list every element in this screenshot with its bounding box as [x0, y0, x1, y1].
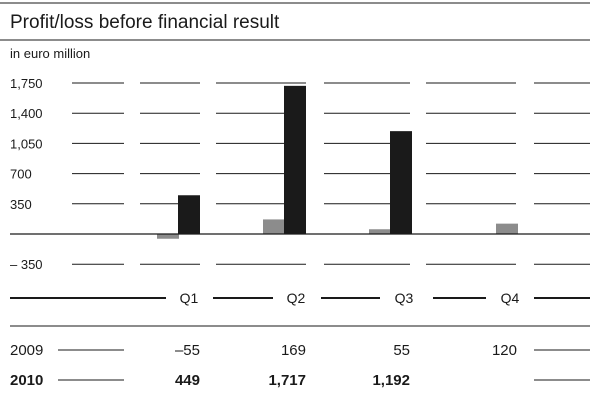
table-row-label: 2010	[10, 372, 43, 389]
data-label: 55	[393, 342, 410, 359]
bar-2009-q2	[263, 219, 285, 234]
category-label-q4: Q4	[501, 290, 520, 306]
data-label: 449	[175, 372, 200, 389]
y-tick-label: 350	[10, 197, 32, 212]
y-tick-label: 1,750	[10, 76, 43, 91]
bars	[157, 85, 518, 239]
bar-2009-q1	[157, 234, 179, 239]
bar-2010-q1	[178, 195, 200, 234]
data-label: 1,717	[268, 372, 306, 389]
data-table: 2009 –55 169 55 120 2010 449 1,717 1,192	[10, 342, 590, 389]
bar-2010-q2	[284, 85, 306, 234]
bar-2010-q3	[390, 131, 412, 234]
category-label-q2: Q2	[287, 290, 306, 306]
unit-label: in euro million	[10, 46, 90, 61]
y-tick-label: – 350	[10, 257, 43, 272]
data-label: –55	[175, 342, 200, 359]
y-tick-label: 1,400	[10, 106, 43, 121]
bar-2009-q3	[369, 229, 391, 234]
category-label-q3: Q3	[395, 290, 414, 306]
y-tick-labels: 1,750 1,400 1,050 700 350 – 350	[10, 76, 43, 272]
y-tick-label: 700	[10, 167, 32, 182]
bar-2009-q4	[496, 223, 518, 234]
category-axis: Q1 Q2 Q3 Q4	[10, 290, 590, 306]
category-label-q1: Q1	[180, 290, 199, 306]
chart-title: Profit/loss before financial result	[10, 12, 280, 33]
data-label: 1,192	[372, 372, 410, 389]
table-row-label: 2009	[10, 342, 43, 359]
data-label: 120	[492, 342, 517, 359]
data-label: 169	[281, 342, 306, 359]
y-tick-label: 1,050	[10, 136, 43, 151]
gridlines	[72, 82, 590, 265]
